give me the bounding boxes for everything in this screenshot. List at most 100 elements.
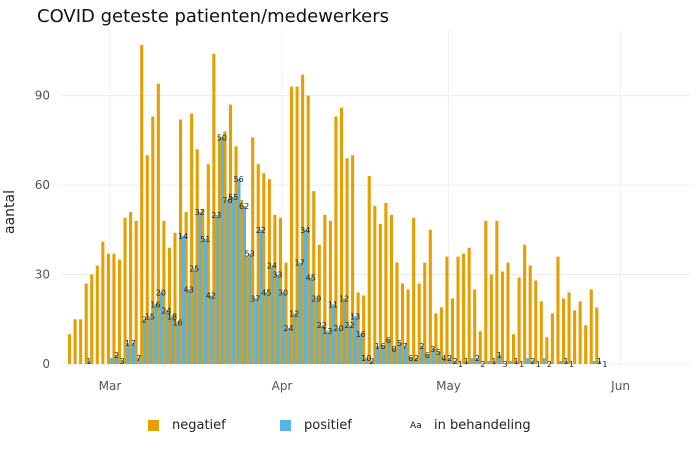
bar-negatief[interactable] xyxy=(267,179,271,364)
bar-negatief[interactable] xyxy=(578,301,582,364)
bar-positief[interactable] xyxy=(470,358,474,364)
bar-negatief[interactable] xyxy=(428,229,432,364)
bar-positief[interactable] xyxy=(487,361,491,364)
bar-positief[interactable] xyxy=(526,358,530,364)
bar-positief[interactable] xyxy=(181,235,185,364)
bar-positief[interactable] xyxy=(237,179,241,364)
bar-negatief[interactable] xyxy=(367,176,371,364)
bar-positief[interactable] xyxy=(348,325,352,364)
bar-negatief[interactable] xyxy=(167,247,171,364)
bar-negatief[interactable] xyxy=(500,271,504,364)
bar-positief[interactable] xyxy=(115,355,119,364)
bar-negatief[interactable] xyxy=(245,256,249,364)
bar-positief[interactable] xyxy=(464,361,469,364)
bar-positief[interactable] xyxy=(248,253,252,364)
bar-positief[interactable] xyxy=(437,352,441,364)
bar-negatief[interactable] xyxy=(262,173,266,364)
bar-negatief[interactable] xyxy=(256,164,260,364)
bar-positief[interactable] xyxy=(342,298,346,364)
bar-negatief[interactable] xyxy=(312,191,316,364)
bar-negatief[interactable] xyxy=(362,295,366,364)
bar-negatief[interactable] xyxy=(123,217,127,364)
bar-negatief[interactable] xyxy=(567,292,571,364)
bar-positief[interactable] xyxy=(531,361,535,364)
bar-positief[interactable] xyxy=(365,358,369,364)
bar-negatief[interactable] xyxy=(195,149,199,364)
bar-negatief[interactable] xyxy=(173,232,177,364)
bar-positief[interactable] xyxy=(126,343,130,364)
bar-negatief[interactable] xyxy=(550,313,554,364)
bar-positief[interactable] xyxy=(431,349,435,364)
bar-positief[interactable] xyxy=(326,331,330,364)
bar-positief[interactable] xyxy=(359,334,363,364)
bar-negatief[interactable] xyxy=(334,116,338,364)
bar-positief[interactable] xyxy=(392,349,396,364)
bar-positief[interactable] xyxy=(559,361,563,364)
bar-negatief[interactable] xyxy=(190,113,194,365)
bar-positief[interactable] xyxy=(242,205,247,364)
bar-negatief[interactable] xyxy=(561,298,566,364)
bar-positief[interactable] xyxy=(215,214,219,364)
bar-positief[interactable] xyxy=(387,340,391,364)
bar-positief[interactable] xyxy=(309,277,313,364)
bar-positief[interactable] xyxy=(453,361,457,364)
bar-negatief[interactable] xyxy=(512,334,516,364)
bar-negatief[interactable] xyxy=(301,74,305,364)
bar-negatief[interactable] xyxy=(223,131,227,364)
bar-positief[interactable] xyxy=(148,316,152,364)
bar-positief[interactable] xyxy=(154,304,158,364)
bar-positief[interactable] xyxy=(220,137,224,364)
bar-negatief[interactable] xyxy=(467,247,471,364)
bar-negatief[interactable] xyxy=(450,298,455,364)
bar-negatief[interactable] xyxy=(228,104,233,364)
bar-negatief[interactable] xyxy=(251,137,255,364)
bar-positief[interactable] xyxy=(564,361,568,364)
bar-positief[interactable] xyxy=(259,229,263,364)
bar-negatief[interactable] xyxy=(506,262,510,364)
bar-negatief[interactable] xyxy=(412,217,416,364)
bar-negatief[interactable] xyxy=(179,119,183,364)
bar-negatief[interactable] xyxy=(489,274,493,364)
bar-positief[interactable] xyxy=(331,304,335,364)
bar-positief[interactable] xyxy=(254,298,258,364)
bar-positief[interactable] xyxy=(276,274,280,364)
bar-negatief[interactable] xyxy=(528,265,532,364)
bar-negatief[interactable] xyxy=(573,310,577,364)
bar-negatief[interactable] xyxy=(278,217,282,364)
bar-negatief[interactable] xyxy=(389,214,393,364)
bar-negatief[interactable] xyxy=(351,155,355,364)
bar-negatief[interactable] xyxy=(495,220,499,364)
legend-item-in-behandeling[interactable]: Aa in behandeling xyxy=(410,418,531,433)
bar-positief[interactable] xyxy=(159,292,163,364)
bar-negatief[interactable] xyxy=(317,244,321,364)
bar-negatief[interactable] xyxy=(456,256,460,364)
bar-negatief[interactable] xyxy=(434,313,438,364)
bar-negatief[interactable] xyxy=(73,319,77,364)
bar-negatief[interactable] xyxy=(462,253,466,364)
bar-negatief[interactable] xyxy=(145,155,149,364)
bar-negatief[interactable] xyxy=(473,289,477,364)
bar-positief[interactable] xyxy=(165,310,169,364)
bar-positief[interactable] xyxy=(187,289,191,364)
bar-negatief[interactable] xyxy=(234,146,238,364)
bar-positief[interactable] xyxy=(320,325,324,364)
bar-negatief[interactable] xyxy=(95,265,99,364)
bar-negatief[interactable] xyxy=(90,274,94,364)
bar-positief[interactable] xyxy=(370,361,374,364)
bar-negatief[interactable] xyxy=(484,220,488,364)
bar-negatief[interactable] xyxy=(401,283,405,364)
bar-positief[interactable] xyxy=(281,292,285,364)
bar-negatief[interactable] xyxy=(417,283,421,364)
bar-positief[interactable] xyxy=(292,313,296,364)
bar-positief[interactable] xyxy=(87,361,91,364)
bar-negatief[interactable] xyxy=(79,319,83,364)
bar-negatief[interactable] xyxy=(406,289,410,364)
bar-positief[interactable] xyxy=(442,358,446,364)
bar-positief[interactable] xyxy=(231,197,235,364)
bar-negatief[interactable] xyxy=(339,107,344,365)
bar-positief[interactable] xyxy=(509,361,513,364)
bar-positief[interactable] xyxy=(492,361,496,364)
bar-negatief[interactable] xyxy=(445,256,449,364)
bar-negatief[interactable] xyxy=(356,292,360,364)
bar-positief[interactable] xyxy=(137,358,141,364)
